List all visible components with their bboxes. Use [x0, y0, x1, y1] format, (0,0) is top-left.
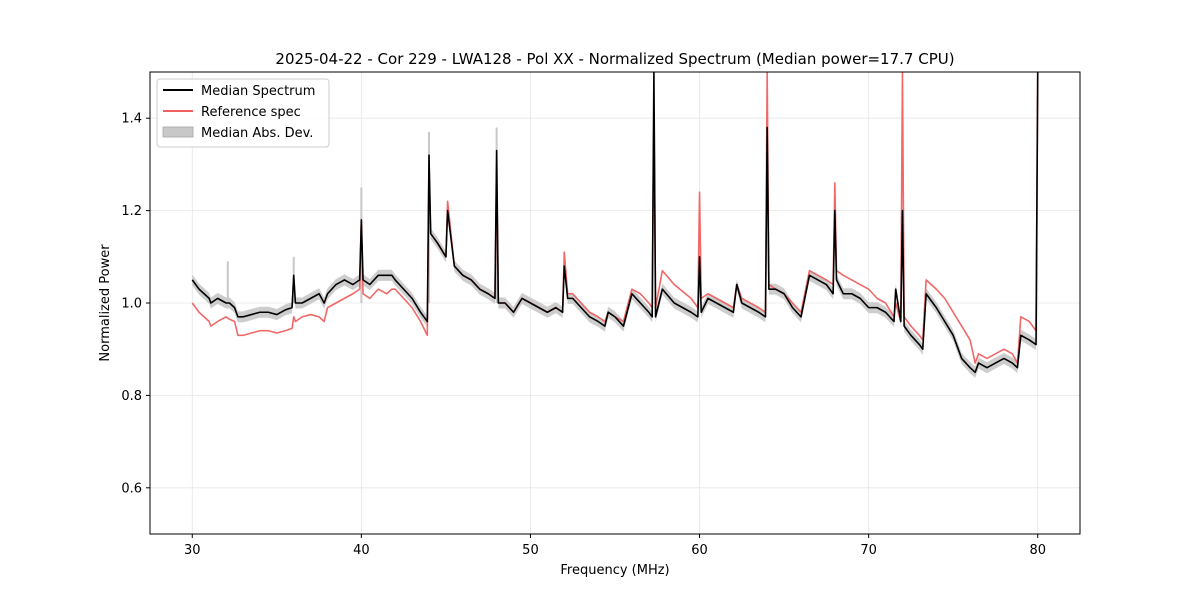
legend-box [156, 78, 330, 148]
legend-mad-label: Median Abs. Dev. [201, 126, 313, 141]
chart-title: 2025-04-22 - Cor 229 - LWA128 - Pol XX -… [275, 50, 954, 68]
x-tick-label: 50 [522, 543, 539, 558]
legend-reference-label: Reference spec [201, 105, 301, 120]
legend-mad-swatch [162, 126, 194, 138]
median-spectrum-line [191, 72, 1039, 374]
y-axis-label: Normalized Power [98, 244, 113, 362]
x-tick-label: 40 [353, 543, 370, 558]
y-tick-label: 1.2 [121, 204, 142, 219]
x-tick-label: 30 [184, 543, 201, 558]
tick-layer: 30 40 50 60 70 80 0.6 0.8 1.0 1.2 1.4 [121, 112, 1046, 558]
x-axis-label: Frequency (MHz) [560, 563, 669, 578]
y-tick-label: 1.4 [121, 112, 142, 127]
series-layer [191, 72, 1039, 374]
y-tick-label: 0.6 [121, 481, 142, 496]
x-tick-label: 80 [1029, 543, 1046, 558]
x-tick-label: 60 [691, 543, 708, 558]
y-tick-label: 1.0 [121, 297, 142, 312]
x-tick-label: 70 [860, 543, 877, 558]
legend: Median Spectrum Reference spec Median Ab… [156, 78, 330, 148]
legend-median-label: Median Spectrum [201, 84, 315, 99]
y-tick-label: 0.8 [121, 389, 142, 404]
